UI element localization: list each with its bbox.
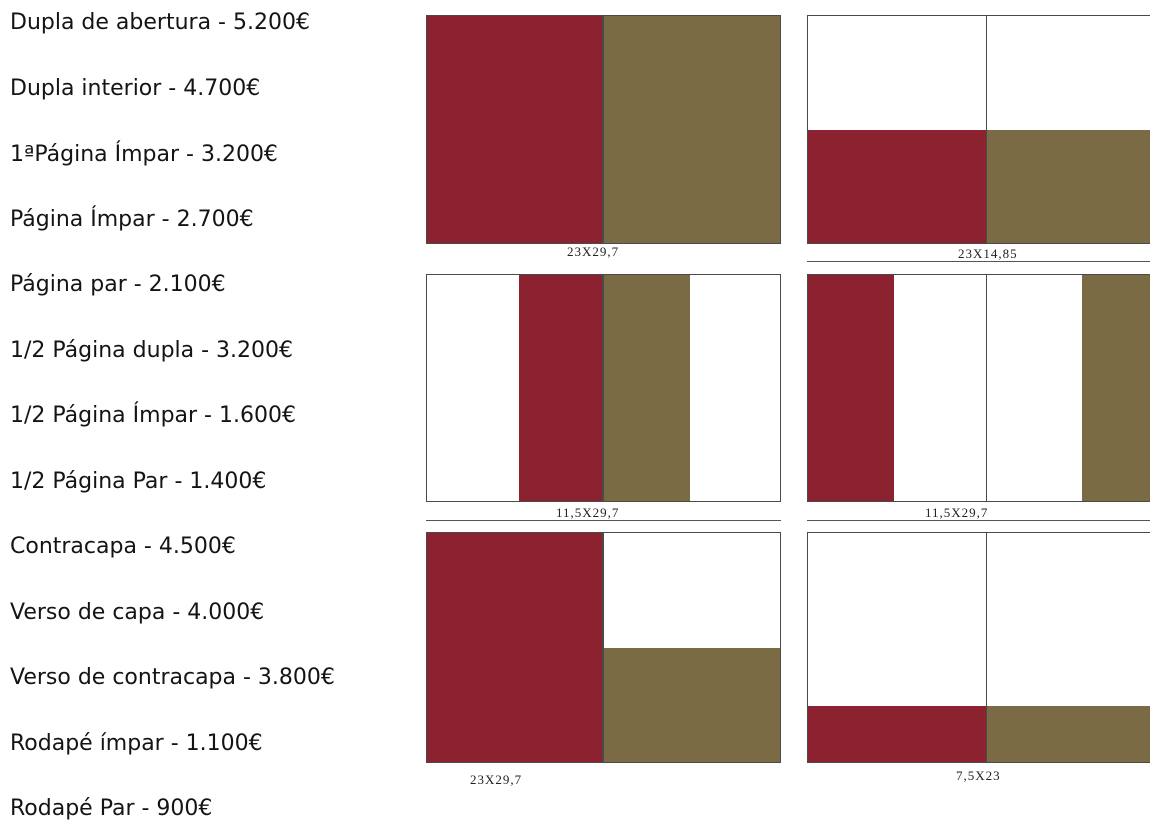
- dimension-caption: 11,5X29,7: [556, 505, 620, 520]
- price-item-meia-pagina-dupla: 1/2 Página dupla - 3.200€: [10, 338, 294, 363]
- ad-area-red: [808, 130, 986, 243]
- price-item-dupla-abertura: Dupla de abertura - 5.200€: [10, 10, 310, 35]
- page-left: [807, 15, 987, 244]
- price-item-meia-pagina-impar: 1/2 Página Ímpar - 1.600€: [10, 403, 296, 428]
- price-item-pagina-par: Página par - 2.100€: [10, 272, 226, 297]
- page-left: [426, 532, 603, 763]
- page-left: [807, 274, 987, 502]
- page-left: [426, 15, 603, 244]
- page-right: [986, 15, 1150, 244]
- page-right: [986, 274, 1150, 502]
- page-right: [603, 532, 781, 763]
- ad-area-red: [519, 275, 602, 501]
- ad-area-olive: [604, 16, 780, 243]
- page-right: [603, 15, 781, 244]
- price-item-meia-pagina-par: 1/2 Página Par - 1.400€: [10, 469, 267, 494]
- page-right: [986, 532, 1150, 763]
- ad-area-olive: [1082, 275, 1150, 501]
- page-left: [807, 532, 987, 763]
- caption-rule: [807, 261, 1150, 262]
- ad-area-olive: [987, 706, 1150, 762]
- ad-area-olive: [987, 130, 1150, 243]
- price-item-verso-contracapa: Verso de contracapa - 3.800€: [10, 665, 335, 690]
- dimension-caption: 11,5X29,7: [925, 505, 989, 520]
- price-list: Dupla de abertura - 5.200€ Dupla interio…: [0, 0, 400, 825]
- dimension-caption: 23X14,85: [958, 246, 1018, 261]
- page-right: [603, 274, 781, 502]
- caption-rule: [807, 520, 1150, 521]
- ad-area-olive: [604, 275, 690, 501]
- price-item-dupla-interior: Dupla interior - 4.700€: [10, 76, 261, 101]
- dimension-caption: 7,5X23: [956, 768, 1001, 783]
- price-item-pagina-impar: Página Ímpar - 2.700€: [10, 207, 254, 232]
- ad-area-red: [808, 706, 986, 762]
- ad-area-red: [427, 16, 602, 243]
- price-item-contracapa: Contracapa - 4.500€: [10, 534, 236, 559]
- ad-area-red: [427, 533, 602, 762]
- dimension-caption: 23X29,7: [567, 244, 620, 259]
- page-left: [426, 274, 603, 502]
- price-item-rodape-impar: Rodapé ímpar - 1.100€: [10, 731, 263, 756]
- dimension-caption: 23X29,7: [470, 772, 523, 787]
- caption-rule: [426, 520, 781, 521]
- price-item-rodape-par: Rodapé Par - 900€: [10, 796, 213, 821]
- price-item-primeira-pagina-impar: 1ªPágina Ímpar - 3.200€: [10, 142, 278, 167]
- price-item-verso-capa: Verso de capa - 4.000€: [10, 600, 265, 625]
- ad-area-olive: [604, 648, 780, 762]
- ad-area-red: [808, 275, 894, 501]
